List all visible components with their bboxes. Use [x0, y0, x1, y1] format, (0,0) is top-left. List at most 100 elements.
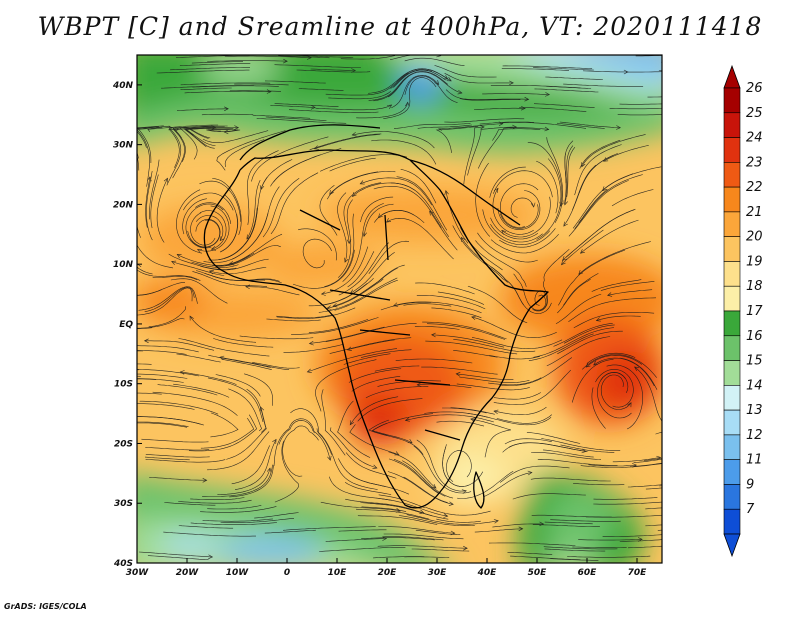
streamline	[278, 55, 330, 59]
streamline	[627, 484, 662, 488]
streamline-arrowhead	[544, 126, 550, 132]
streamline	[580, 463, 662, 468]
streamline	[276, 314, 334, 319]
streamline	[437, 291, 485, 305]
streamline	[541, 438, 621, 451]
streamline	[493, 369, 572, 405]
streamline	[377, 545, 468, 549]
streamline	[645, 524, 662, 527]
streamline	[292, 249, 355, 289]
streamline	[298, 88, 344, 91]
streamline-arrowhead	[603, 157, 609, 162]
streamline	[264, 80, 326, 84]
streamline	[453, 339, 536, 352]
streamline	[459, 376, 530, 383]
streamline	[602, 534, 662, 537]
streamline-arrowhead	[520, 105, 526, 111]
streamline	[436, 420, 485, 427]
streamline	[137, 369, 200, 377]
streamline-arrowhead	[320, 291, 326, 296]
streamline	[234, 439, 277, 490]
streamline	[290, 408, 332, 455]
streamline	[544, 521, 593, 525]
streamline	[537, 458, 618, 466]
streamline	[395, 358, 473, 364]
streamline	[360, 502, 433, 517]
streamline	[645, 487, 662, 490]
streamline	[563, 324, 615, 344]
streamline	[373, 186, 442, 228]
streamline	[202, 464, 273, 497]
streamline-arrowhead	[266, 467, 272, 473]
y-tick-label: 40S	[113, 559, 133, 569]
streamline	[137, 422, 188, 428]
colorbar-swatch	[723, 285, 741, 312]
streamline	[265, 116, 327, 121]
streamline	[302, 238, 332, 269]
streamline-arrowhead	[457, 89, 463, 95]
streamline	[585, 514, 662, 518]
streamline	[274, 440, 299, 503]
streamline-arrowhead	[627, 402, 632, 408]
x-tick-label: 30W	[126, 568, 150, 578]
streamline	[270, 105, 316, 108]
streamline	[148, 306, 186, 328]
streamline	[152, 391, 238, 416]
streamline-arrowhead	[179, 370, 185, 375]
streamline	[563, 273, 599, 306]
streamline-arrowhead	[616, 125, 621, 130]
streamline	[606, 364, 643, 430]
streamline	[417, 124, 473, 129]
streamline-arrowhead	[431, 483, 437, 489]
streamline	[337, 199, 353, 278]
streamline	[531, 452, 602, 460]
streamline	[446, 450, 472, 483]
streamline	[192, 271, 268, 287]
streamline	[342, 203, 384, 282]
y-tick-label: 10S	[114, 380, 133, 390]
streamline-arrowhead	[211, 125, 217, 130]
streamline	[544, 548, 606, 552]
streamline	[348, 368, 402, 383]
streamline	[496, 414, 552, 424]
streamline	[422, 321, 507, 340]
colorbar-swatch	[723, 186, 741, 213]
streamline	[144, 340, 215, 351]
streamline-arrowhead	[282, 58, 288, 64]
streamline	[157, 384, 218, 396]
streamline	[489, 166, 526, 198]
streamline	[201, 113, 254, 116]
streamline	[327, 171, 396, 200]
streamline-arrowhead	[219, 355, 225, 361]
streamline-arrowhead	[470, 417, 476, 422]
streamline-arrowhead	[579, 249, 585, 254]
streamline	[137, 373, 188, 379]
streamline-arrowhead	[327, 455, 332, 461]
colorbar-bottom-arrow	[723, 533, 741, 558]
streamline	[442, 447, 470, 487]
streamline	[482, 93, 550, 95]
streamline-arrowhead	[455, 371, 461, 377]
streamline	[471, 337, 563, 350]
x-tick-label: 50E	[528, 568, 548, 578]
streamline	[431, 334, 505, 348]
streamline	[416, 295, 486, 310]
streamline	[400, 169, 437, 204]
streamline	[578, 153, 618, 194]
streamline	[603, 145, 649, 162]
streamline	[593, 497, 658, 500]
streamline	[499, 121, 587, 129]
streamline	[526, 432, 581, 444]
streamline	[434, 65, 497, 78]
streamline	[324, 213, 355, 287]
streamline	[137, 269, 201, 281]
streamline	[239, 335, 314, 340]
colorbar-label: 19	[746, 254, 763, 269]
colorbar-label: 9	[746, 477, 754, 492]
streamline	[507, 552, 553, 555]
streamline	[602, 166, 662, 191]
streamline	[215, 374, 261, 397]
streamline	[512, 493, 586, 500]
streamline	[424, 506, 491, 516]
streamline-arrowhead	[656, 455, 662, 461]
